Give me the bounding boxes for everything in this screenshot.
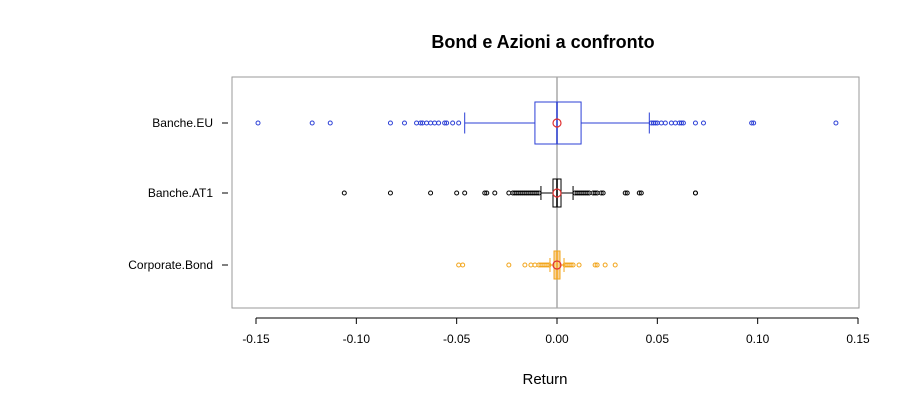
series-banche-eu (255, 101, 839, 145)
plot-frame (231, 76, 860, 309)
x-tick-label: 0.10 (746, 332, 770, 346)
x-axis: -0.15 -0.10 -0.05 0.00 0.05 0.10 0.15 (242, 317, 870, 346)
outlier-point (414, 120, 420, 126)
box-series (255, 101, 839, 280)
category-labels: Banche.EU Banche.AT1 Corporate.Bond (128, 116, 228, 272)
outlier-point (492, 190, 498, 196)
outlier-point (638, 190, 644, 196)
outlier-point (442, 120, 448, 126)
outlier-point (612, 262, 618, 268)
outlier-point (428, 120, 434, 126)
outlier-point (387, 120, 393, 126)
x-tick-label: 0.05 (646, 332, 670, 346)
series-corporate-bond (456, 250, 618, 280)
outlier-point (658, 120, 664, 126)
category-label: Banche.AT1 (148, 186, 213, 200)
outlier-point (506, 262, 512, 268)
outlier-point (672, 120, 678, 126)
outlier-point (568, 262, 574, 268)
outlier-point (680, 120, 686, 126)
outlier-point (444, 120, 450, 126)
outlier-point (584, 190, 590, 196)
outlier-point (576, 262, 582, 268)
mean-marker (552, 118, 562, 128)
outlier-point (833, 120, 839, 126)
outlier-point (309, 120, 315, 126)
outlier-point (544, 262, 550, 268)
outlier-point (484, 190, 490, 196)
outlier-point (341, 190, 347, 196)
outlier-point (598, 190, 604, 196)
outlier-point (462, 190, 468, 196)
outlier-point (652, 120, 658, 126)
x-tick-label: 0.15 (846, 332, 870, 346)
outlier-point (532, 262, 538, 268)
outlier-point (456, 262, 462, 268)
outlier-point (570, 262, 576, 268)
mean-marker (552, 260, 562, 270)
outlier-point (460, 262, 466, 268)
outlier-point (424, 120, 430, 126)
outlier-point (749, 120, 755, 126)
outlier-point (454, 190, 460, 196)
outlier-point (418, 120, 424, 126)
outlier-point (456, 120, 462, 126)
outlier-point (482, 190, 488, 196)
outlier-point (592, 190, 598, 196)
outlier-point (678, 120, 684, 126)
outlier-point (624, 190, 630, 196)
outlier-point (692, 190, 698, 196)
outlier-point (636, 190, 642, 196)
outlier-point (546, 262, 552, 268)
outlier-point (432, 120, 438, 126)
outlier-point (255, 120, 261, 126)
outlier-point (622, 190, 628, 196)
outlier-point (668, 120, 674, 126)
outlier-point (436, 120, 442, 126)
chart-title: Bond e Azioni a confronto (431, 32, 654, 52)
x-tick-label: 0.00 (545, 332, 569, 346)
outlier-point (592, 262, 598, 268)
outlier-point (428, 190, 434, 196)
outlier-point (522, 262, 528, 268)
series-banche-at1 (341, 178, 698, 208)
outlier-point (387, 190, 393, 196)
outlier-point (700, 120, 706, 126)
outlier-point (692, 120, 698, 126)
outlier-point (450, 120, 456, 126)
mean-marker (552, 188, 562, 198)
outlier-point (534, 190, 540, 196)
outlier-point (751, 120, 757, 126)
outlier-point (528, 262, 534, 268)
x-tick-label: -0.05 (443, 332, 471, 346)
outlier-point (401, 120, 407, 126)
outlier-point (594, 262, 600, 268)
x-tick-label: -0.15 (242, 332, 270, 346)
outlier-point (327, 120, 333, 126)
x-tick-label: -0.10 (343, 332, 371, 346)
category-label: Corporate.Bond (128, 258, 213, 272)
box (534, 101, 582, 145)
outlier-point (600, 190, 606, 196)
outlier-point (602, 262, 608, 268)
category-label: Banche.EU (152, 116, 213, 130)
outlier-point (506, 190, 512, 196)
outlier-point (662, 120, 668, 126)
outlier-point (536, 190, 542, 196)
x-axis-label: Return (522, 371, 567, 388)
